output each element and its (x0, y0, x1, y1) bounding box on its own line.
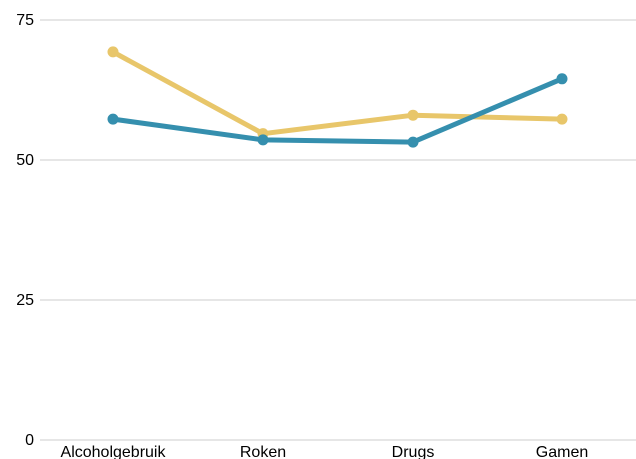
series-line (110, 49, 565, 137)
series-1 (107, 46, 568, 140)
y-tick-label: 75 (16, 12, 34, 29)
x-tick-label: Gamen (536, 444, 588, 459)
y-gridlines (40, 19, 636, 441)
data-point[interactable] (556, 113, 568, 125)
data-point[interactable] (556, 73, 568, 85)
y-tick-label: 25 (16, 292, 34, 309)
data-point[interactable] (107, 46, 119, 58)
y-axis-tick-labels: 0 25 50 75 (16, 12, 34, 449)
data-point[interactable] (407, 136, 419, 148)
x-tick-label: Drugs (392, 444, 435, 459)
data-point[interactable] (257, 134, 269, 146)
data-point[interactable] (407, 109, 419, 121)
x-axis-tick-labels: Alcoholgebruik Roken Drugs Gamen (61, 444, 589, 459)
x-tick-label: Alcoholgebruik (61, 444, 167, 459)
data-point[interactable] (107, 113, 119, 125)
y-tick-label: 0 (25, 432, 34, 449)
y-tick-label: 50 (16, 152, 34, 169)
series-layer (107, 46, 568, 148)
x-tick-label: Roken (240, 444, 286, 459)
series-2 (107, 73, 568, 148)
series-line (110, 76, 565, 145)
